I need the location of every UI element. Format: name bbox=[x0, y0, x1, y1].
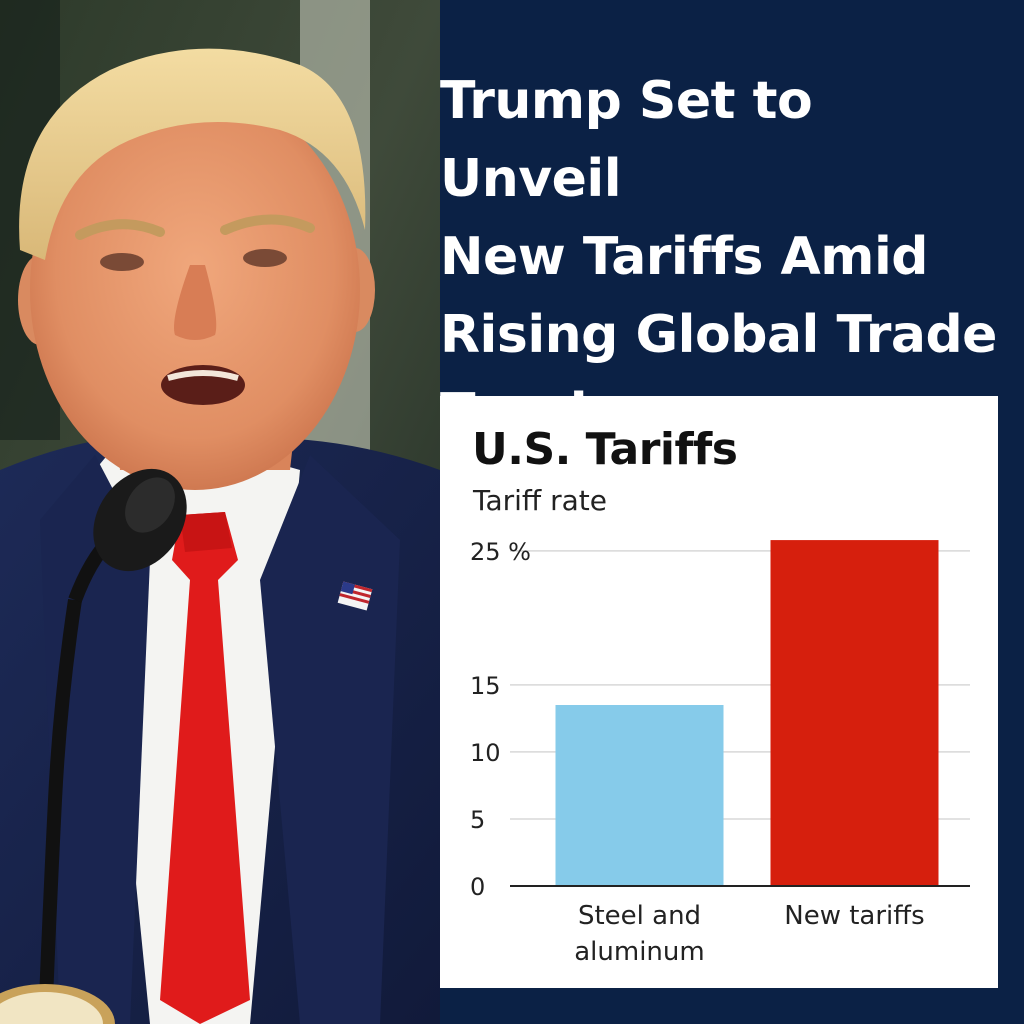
y-tick-label: 5 bbox=[470, 806, 485, 834]
headline-line: Trump Set to Unveil bbox=[440, 71, 813, 209]
chart-card: U.S. Tariffs Tariff rate 0 5 10 15 25 % Steel… bbox=[440, 396, 998, 988]
chart-title: U.S. Tariffs bbox=[472, 424, 738, 475]
speaker-photo bbox=[0, 0, 440, 1024]
x-tick-label: New tariffs bbox=[784, 901, 924, 931]
y-tick-label: 10 bbox=[470, 739, 501, 767]
microphone-icon bbox=[38, 468, 187, 1024]
x-tick-label: aluminum bbox=[574, 937, 704, 967]
chart-y-axis-label: Tariff rate bbox=[473, 484, 607, 517]
bar-chart: 0 5 10 15 25 % Steel and aluminum New tariffs bbox=[470, 538, 970, 967]
hair bbox=[19, 48, 366, 260]
podium-seal-icon bbox=[0, 984, 115, 1024]
y-tick-label: 25 % bbox=[470, 538, 531, 566]
x-tick-label: Steel and bbox=[578, 901, 701, 931]
headline-line: New Tariffs Amid bbox=[440, 227, 929, 287]
headline-line: Rising Global Trade bbox=[440, 305, 997, 365]
speaker-illustration bbox=[0, 0, 440, 1024]
flag-pin-icon bbox=[337, 581, 373, 611]
bar bbox=[555, 705, 724, 886]
red-tie bbox=[160, 512, 250, 1024]
bar bbox=[770, 540, 939, 886]
headline: Trump Set to Unveil New Tariffs Amid Ris… bbox=[440, 62, 1010, 452]
y-tick-label: 0 bbox=[470, 873, 485, 901]
y-tick-label: 15 bbox=[470, 672, 501, 700]
